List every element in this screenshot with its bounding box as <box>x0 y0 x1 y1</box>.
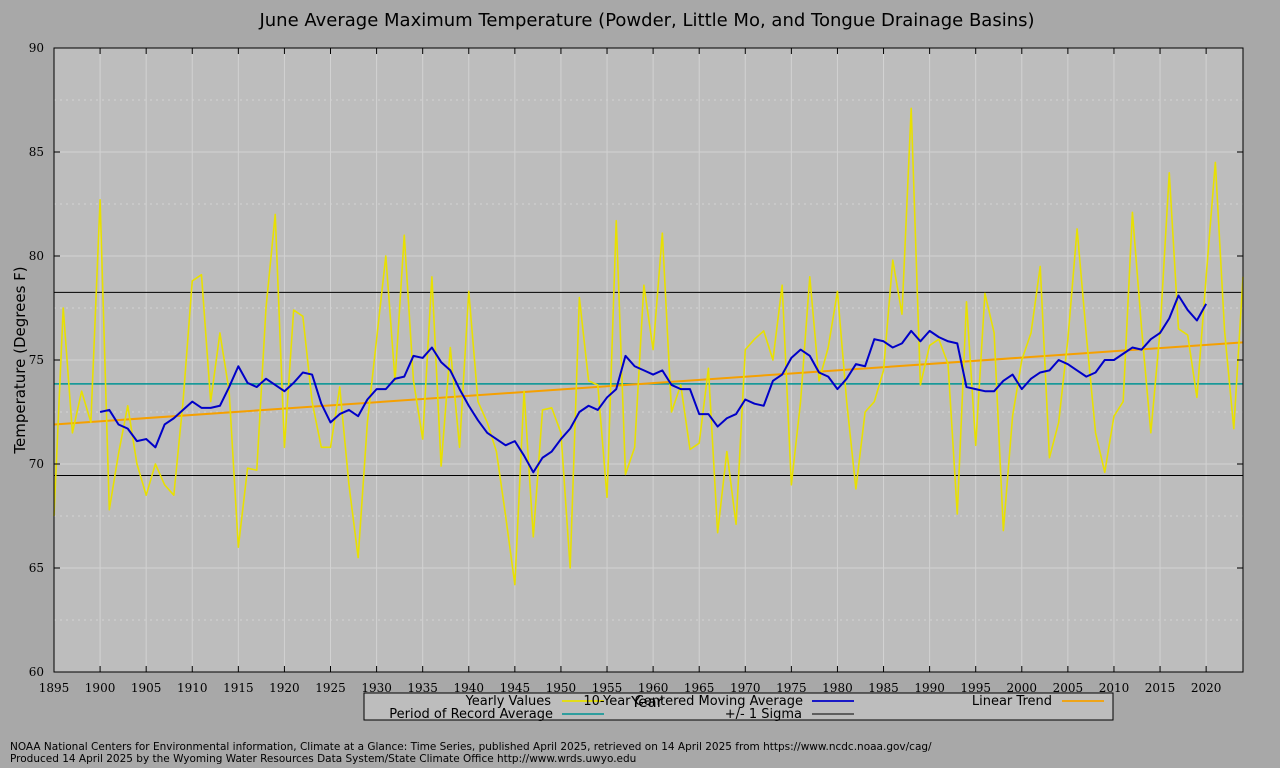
x-tick-label: 1955 <box>592 681 623 695</box>
x-tick-label: 1905 <box>131 681 162 695</box>
moving-average-line <box>99 294 1208 474</box>
legend-label-sigma: +/- 1 Sigma <box>725 707 802 722</box>
x-tick-label: 1930 <box>361 681 392 695</box>
x-tick-label: 1915 <box>223 681 254 695</box>
legend-item-yearly-values: Yearly Values <box>465 694 604 709</box>
legend-label-linear-trend: Linear Trend <box>972 694 1052 709</box>
x-tick-label: 1945 <box>500 681 531 695</box>
y-tick-label: 70 <box>29 457 44 471</box>
y-tick-label: 75 <box>29 353 44 367</box>
credit-line-source: NOAA National Centers for Environmental … <box>10 741 932 753</box>
yearly-values-line <box>53 107 1244 586</box>
x-tick-label: 1940 <box>453 681 484 695</box>
y-axis-label: Temperature (Degrees F) <box>11 266 29 454</box>
x-tick-label: 1895 <box>39 681 70 695</box>
x-axis-label: Year <box>630 693 664 711</box>
legend-item-linear-trend: Linear Trend <box>972 694 1104 709</box>
x-tick-label: 1995 <box>960 681 991 695</box>
x-tick-label: 2020 <box>1191 681 1222 695</box>
y-tick-label: 60 <box>29 665 44 679</box>
credit-line-producer: Produced 14 April 2025 by the Wyoming Wa… <box>10 753 637 765</box>
legend-label-yearly-values: Yearly Values <box>465 694 552 709</box>
x-tick-label: 1910 <box>177 681 208 695</box>
chart-title: June Average Maximum Temperature (Powder… <box>258 10 1034 31</box>
x-tick-label: 2015 <box>1145 681 1176 695</box>
legend-item-moving-average: 10-Year Centered Moving Average <box>583 694 854 709</box>
y-tick-label: 90 <box>29 41 44 55</box>
y-tick-label: 80 <box>29 249 44 263</box>
legend-box <box>363 692 1114 721</box>
x-tick-label: 2000 <box>1007 681 1038 695</box>
x-tick-label: 2010 <box>1099 681 1130 695</box>
legend-label-period-average: Period of Record Average <box>389 707 553 722</box>
axis-ticks <box>53 47 1243 673</box>
y-tick-labels: 60 65 70 75 80 85 90 <box>29 41 44 679</box>
x-tick-label: 1935 <box>407 681 438 695</box>
x-tick-label: 1960 <box>638 681 669 695</box>
x-tick-label: 1975 <box>776 681 807 695</box>
x-tick-label: 1950 <box>546 681 577 695</box>
x-tick-label: 1925 <box>315 681 346 695</box>
x-tick-label: 1985 <box>868 681 899 695</box>
x-tick-label: 1990 <box>914 681 945 695</box>
x-tick-label: 1980 <box>822 681 853 695</box>
x-tick-label: 1970 <box>730 681 761 695</box>
x-tick-label: 2005 <box>1053 681 1084 695</box>
yearly-values-group <box>53 107 1244 586</box>
legend-item-period-average: Period of Record Average <box>389 707 604 722</box>
x-tick-label: 1920 <box>269 681 300 695</box>
y-tick-label: 85 <box>29 145 44 159</box>
moving-average-group <box>99 294 1208 474</box>
x-tick-labels: 1895 1900 1905 1910 1915 1920 1925 1930 1935 1940… <box>39 681 1222 695</box>
y-tick-label: 65 <box>29 561 44 575</box>
legend-item-sigma: +/- 1 Sigma <box>725 707 854 722</box>
x-tick-label: 1965 <box>684 681 715 695</box>
x-tick-label: 1900 <box>85 681 116 695</box>
legend-label-moving-average: 10-Year Centered Moving Average <box>583 694 803 709</box>
